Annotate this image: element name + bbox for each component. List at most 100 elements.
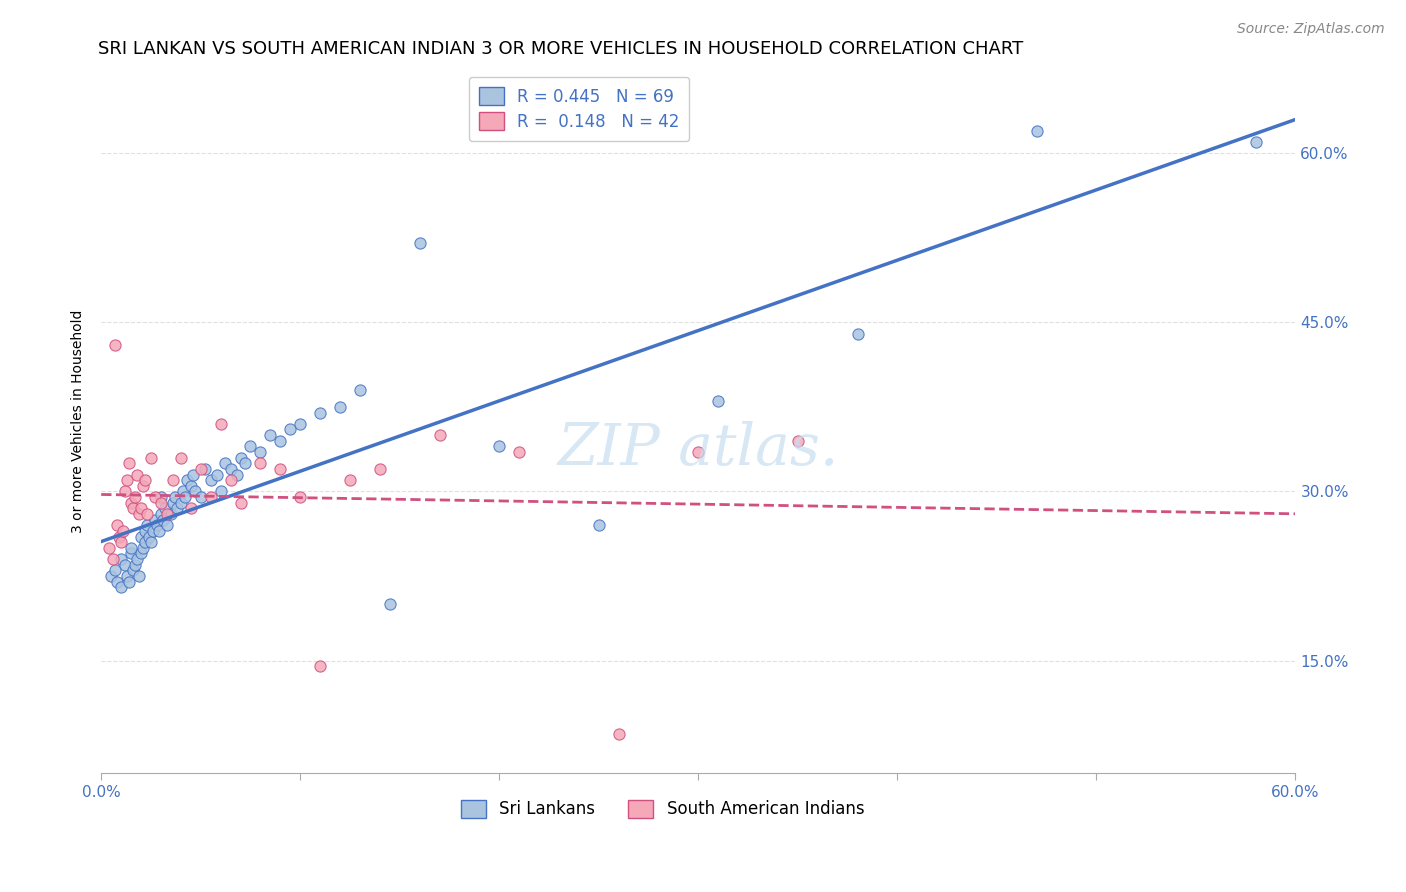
Point [98,541,121,555]
Point [105,574,128,589]
Point [309,405,332,419]
Point [209,417,232,431]
Point [219,473,242,487]
Point [846,326,869,341]
Point [112,524,135,538]
Point [309,659,332,673]
Point [152,513,174,527]
Point [129,530,152,544]
Point [173,490,195,504]
Point [129,501,152,516]
Point [219,462,242,476]
Point [104,563,127,577]
Point [190,490,212,504]
Point [110,552,132,566]
Point [200,490,222,504]
Point [170,450,193,465]
Point [142,524,165,538]
Point [214,456,236,470]
Point [114,484,136,499]
Point [269,462,291,476]
Point [786,434,808,448]
Point [329,400,352,414]
Point [239,439,262,453]
Text: ZIP atlas.: ZIP atlas. [558,421,839,477]
Point [349,383,371,397]
Point [124,490,146,504]
Point [139,450,162,465]
Point [225,467,247,482]
Point [125,467,148,482]
Point [176,473,198,487]
Point [128,507,150,521]
Point [607,727,630,741]
Point [229,450,252,465]
Point [259,428,281,442]
Point [139,535,162,549]
Point [172,484,194,499]
Point [110,580,132,594]
Point [100,569,122,583]
Point [588,518,610,533]
Point [153,501,176,516]
Point [290,417,312,431]
Point [180,501,202,516]
Point [368,462,391,476]
Point [488,439,510,453]
Point [1244,135,1267,149]
Point [378,597,401,611]
Point [149,507,172,521]
Point [290,490,312,504]
Point [129,547,152,561]
Point [162,473,184,487]
Point [200,473,222,487]
Point [269,434,291,448]
Point [408,236,430,251]
Point [163,490,186,504]
Point [122,563,145,577]
Point [429,428,451,442]
Point [166,501,188,516]
Text: SRI LANKAN VS SOUTH AMERICAN INDIAN 3 OR MORE VEHICLES IN HOUSEHOLD CORRELATION : SRI LANKAN VS SOUTH AMERICAN INDIAN 3 OR… [98,40,1024,58]
Point [136,507,159,521]
Point [160,507,183,521]
Point [101,552,124,566]
Point [108,530,131,544]
Point [134,473,156,487]
Point [120,547,142,561]
Point [125,552,148,566]
Point [122,501,145,516]
Point [148,524,170,538]
Point [143,490,166,504]
Point [149,490,172,504]
Point [136,518,159,533]
Point [233,456,256,470]
Point [114,558,136,572]
Point [170,496,193,510]
Point [110,535,132,549]
Text: Source: ZipAtlas.com: Source: ZipAtlas.com [1237,22,1385,37]
Point [132,479,155,493]
Point [104,338,127,352]
Point [118,456,141,470]
Point [120,541,142,555]
Point [134,524,156,538]
Point [688,445,710,459]
Point [149,496,172,510]
Point [190,462,212,476]
Point [105,518,128,533]
Point [184,484,207,499]
Legend: Sri Lankans, South American Indians: Sri Lankans, South American Indians [454,793,870,825]
Point [707,394,730,409]
Point [143,513,166,527]
Point [278,422,301,436]
Point [194,462,217,476]
Point [339,473,361,487]
Point [156,518,179,533]
Point [156,507,179,521]
Point [132,541,155,555]
Point [134,535,156,549]
Point [128,569,150,583]
Point [209,484,232,499]
Point [115,569,138,583]
